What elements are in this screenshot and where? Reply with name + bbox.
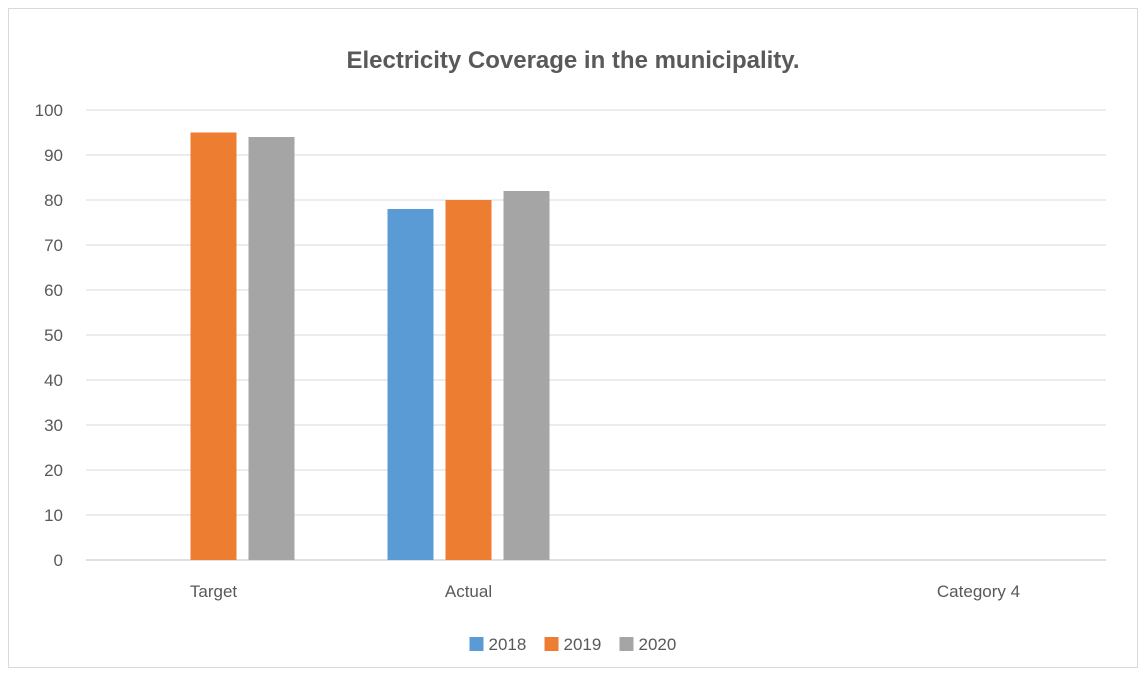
legend-swatch-2018 <box>469 637 484 651</box>
bar-2019-actual <box>445 200 492 560</box>
x-axis-ticks: Target Actual Category 4 <box>190 582 1020 601</box>
x-tick-label: Category 4 <box>937 582 1020 601</box>
y-tick-label: 10 <box>44 506 63 525</box>
y-tick-label: 30 <box>44 416 63 435</box>
y-tick-label: 70 <box>44 236 63 255</box>
y-tick-label: 50 <box>44 326 63 345</box>
x-tick-label: Actual <box>445 582 492 601</box>
legend-swatch-2019 <box>544 637 559 651</box>
bar-2018-actual <box>387 209 434 560</box>
bar-2020-actual <box>503 191 550 560</box>
y-tick-label: 20 <box>44 461 63 480</box>
gridlines <box>86 109 1106 561</box>
chart-title: Electricity Coverage in the municipality… <box>346 47 799 74</box>
y-tick-label: 0 <box>54 551 63 570</box>
y-axis-ticks: 0 10 20 30 40 50 60 70 80 90 100 <box>35 101 63 570</box>
y-tick-label: 100 <box>35 101 63 120</box>
legend-swatch-2020 <box>619 637 634 651</box>
bar-2019-target <box>190 132 237 560</box>
x-tick-label: Target <box>190 582 238 601</box>
legend-label-2020: 2020 <box>639 635 677 654</box>
y-tick-label: 90 <box>44 146 63 165</box>
bars <box>190 132 550 560</box>
legend-label-2019: 2019 <box>564 635 602 654</box>
legend-label-2018: 2018 <box>489 635 527 654</box>
bar-2020-target <box>248 137 295 560</box>
y-tick-label: 60 <box>44 281 63 300</box>
legend: 2018 2019 2020 <box>469 635 677 654</box>
y-tick-label: 40 <box>44 371 63 390</box>
y-tick-label: 80 <box>44 191 63 210</box>
